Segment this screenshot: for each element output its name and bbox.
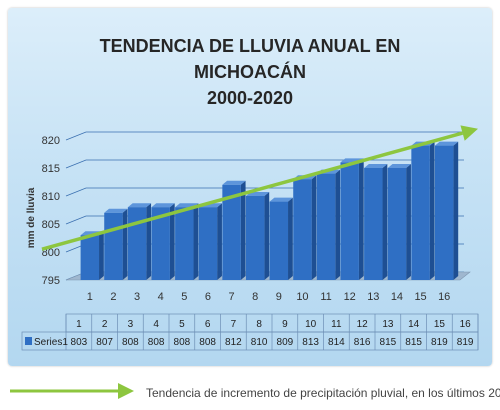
trend-arrow: [41, 125, 478, 251]
table-header-cell: 10: [305, 319, 317, 330]
bar: [104, 208, 128, 280]
chart-title-line-3: 2000-2020: [207, 88, 293, 108]
bar: [411, 141, 435, 280]
x-tick-label: 6: [205, 291, 211, 303]
chart-title: TENDENCIA DE LLUVIA ANUAL EN MICHOACÁN 2…: [100, 36, 401, 108]
bar: [269, 197, 293, 280]
y-tick-label: 805: [42, 219, 60, 231]
table-value-cell: 815: [380, 337, 397, 348]
table-header-cell: 8: [256, 319, 262, 330]
table-value-cell: 819: [431, 337, 448, 348]
table-value-cell: 814: [328, 337, 345, 348]
rainfall-bar-chart: TENDENCIA DE LLUVIA ANUAL EN MICHOACÁN 2…: [21, 36, 479, 351]
legend-footer: Tendencia de incremento de precipitación…: [0, 372, 500, 406]
table-value-cell: 808: [199, 337, 216, 348]
table-header-cell: 16: [460, 319, 472, 330]
x-tick-label: 10: [296, 291, 308, 303]
bar: [387, 164, 411, 280]
chart-panel: TENDENCIA DE LLUVIA ANUAL EN MICHOACÁN 2…: [8, 8, 492, 366]
table-header-cell: 12: [357, 319, 369, 330]
series-name-label: Series1: [34, 337, 68, 348]
x-tick-label: 16: [438, 291, 450, 303]
y-tick-label: 810: [42, 191, 60, 203]
x-tick-label: 13: [367, 291, 379, 303]
x-tick-label: 9: [276, 291, 282, 303]
table-value-cell: 813: [302, 337, 319, 348]
table-value-cell: 819: [457, 337, 474, 348]
table-value-cell: 808: [148, 337, 165, 348]
bar: [293, 175, 317, 280]
table-header-cell: 14: [408, 319, 420, 330]
table-value-cell: 810: [251, 337, 268, 348]
series-legend-key: [25, 337, 32, 345]
y-axis-label: mm de lluvia: [26, 187, 37, 248]
bar: [245, 192, 270, 280]
table-value-cell: 807: [96, 337, 113, 348]
table-header-cell: 3: [128, 319, 134, 330]
x-tick-label: 3: [134, 291, 140, 303]
y-tick-label: 820: [42, 135, 60, 147]
table-value-cell: 809: [277, 337, 294, 348]
table-header-cell: 6: [205, 319, 211, 330]
x-tick-label: 1: [87, 291, 93, 303]
chart-title-line-2: MICHOACÁN: [194, 61, 306, 82]
bar: [316, 169, 341, 280]
footer-caption: Tendencia de incremento de precipitación…: [146, 386, 500, 400]
x-tick-label: 4: [158, 291, 164, 303]
table-value-cell: 812: [225, 337, 242, 348]
bar: [151, 203, 175, 280]
bar: [222, 180, 246, 280]
y-tick-label: 795: [42, 275, 60, 287]
table-value-cell: 808: [174, 337, 191, 348]
gridline: [65, 159, 464, 169]
bar: [364, 164, 388, 280]
y-tick-label: 800: [42, 247, 60, 259]
bar: [175, 203, 199, 280]
bar: [127, 203, 152, 280]
x-tick-label: 12: [344, 291, 356, 303]
table-header-cell: 7: [231, 319, 237, 330]
x-tick-label: 2: [110, 291, 116, 303]
table-value-cell: 808: [122, 337, 139, 348]
table-header-cell: 9: [282, 319, 288, 330]
table-value-cell: 815: [405, 337, 422, 348]
gridline: [65, 131, 464, 141]
y-tick-label: 815: [42, 163, 60, 175]
trend-arrow-icon: [10, 383, 134, 399]
table-header-cell: 1: [76, 319, 82, 330]
x-tick-label: 15: [414, 291, 426, 303]
chart-title-line-1: TENDENCIA DE LLUVIA ANUAL EN: [100, 36, 401, 56]
x-tick-label: 11: [320, 291, 331, 303]
x-tick-label: 5: [181, 291, 187, 303]
table-value-cell: 816: [354, 337, 371, 348]
table-header-cell: 13: [382, 319, 394, 330]
table-header-cell: 4: [153, 319, 159, 330]
bar: [434, 141, 459, 280]
x-tick-label: 14: [391, 291, 403, 303]
table-header-cell: 15: [434, 319, 446, 330]
table-header-cell: 11: [331, 319, 342, 330]
table-header-cell: 2: [102, 319, 108, 330]
x-tick-label: 7: [229, 291, 235, 303]
bar: [340, 158, 364, 280]
bar: [198, 203, 222, 280]
table-value-cell: 803: [71, 337, 88, 348]
table-header-cell: 5: [179, 319, 185, 330]
x-tick-label: 8: [252, 291, 258, 303]
